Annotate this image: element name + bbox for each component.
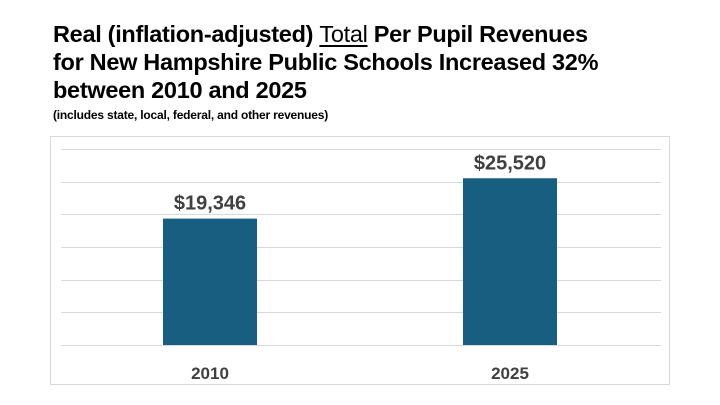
title-line-2: for New Hampshire Public Schools Increas… <box>53 49 599 75</box>
chart-title: Real (inflation-adjusted) Total Per Pupi… <box>53 20 693 104</box>
data-label-2025: $25,520 <box>474 152 546 174</box>
bar-2010 <box>163 218 257 345</box>
title-line-1: Real (inflation-adjusted) Total Per Pupi… <box>53 21 588 47</box>
x-tick-label-2025: 2025 <box>491 364 529 383</box>
data-label-2010: $19,346 <box>174 193 246 215</box>
title-emphasis-total: Total <box>319 21 368 47</box>
chart-subtitle: (includes state, local, federal, and oth… <box>53 108 329 122</box>
x-tick-label-2010: 2010 <box>191 364 229 383</box>
title-line-3: between 2010 and 2025 <box>53 77 307 103</box>
bar-2025 <box>463 178 557 345</box>
chart-area <box>50 136 670 385</box>
